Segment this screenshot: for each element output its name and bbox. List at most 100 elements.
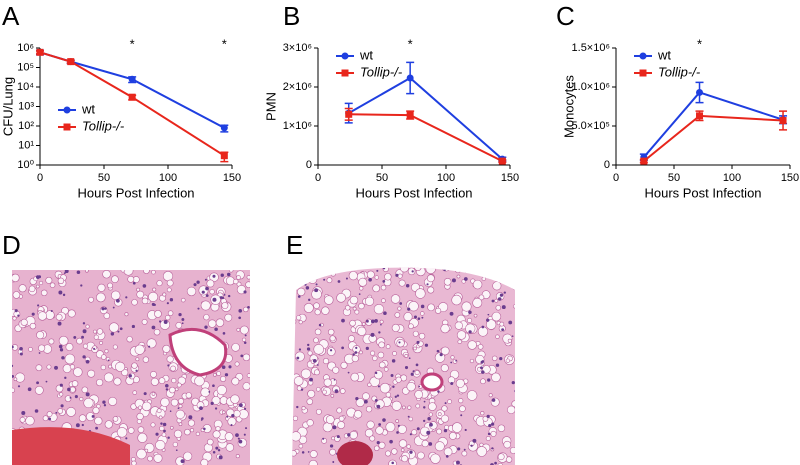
alveolus	[246, 275, 250, 280]
alveolus	[38, 344, 46, 352]
airway	[168, 327, 228, 377]
alveolus	[326, 347, 336, 356]
nucleus	[423, 400, 426, 403]
nucleus	[427, 417, 431, 421]
nucleus	[409, 433, 412, 436]
nucleus	[398, 341, 401, 344]
nucleus	[62, 293, 66, 297]
alveolus	[137, 432, 148, 443]
x-tick-label: 50	[98, 172, 110, 184]
nucleus	[238, 403, 243, 408]
alveolus	[194, 375, 205, 387]
alveolus	[456, 274, 461, 279]
nucleus	[61, 356, 65, 360]
alveolus	[377, 351, 385, 359]
nucleus	[200, 419, 203, 421]
alveolus	[152, 287, 157, 292]
alveolus	[12, 291, 21, 299]
nucleus	[104, 307, 107, 310]
panel-label: B	[283, 1, 300, 31]
alveolus	[340, 361, 348, 369]
alveolus	[166, 287, 172, 293]
nucleus	[499, 357, 503, 361]
nucleus	[300, 388, 304, 391]
alveolus	[325, 415, 335, 425]
alveolus	[345, 305, 351, 311]
alveolus	[301, 406, 306, 411]
alveolus	[137, 426, 145, 433]
nucleus	[45, 380, 48, 383]
alveolus	[372, 355, 378, 361]
alveolus	[440, 323, 450, 334]
alveolus	[239, 325, 249, 335]
x-tick-label: 50	[668, 172, 680, 184]
alveolus	[497, 453, 505, 461]
alveolus	[437, 412, 442, 417]
nucleus	[201, 290, 205, 294]
alveolus	[364, 296, 375, 306]
alveolus	[92, 406, 100, 414]
alveolus	[399, 267, 409, 273]
nucleus	[423, 419, 426, 423]
alveolus	[435, 307, 442, 314]
alveolus	[148, 291, 159, 302]
nucleus	[163, 429, 166, 433]
alveolus	[48, 338, 55, 345]
nucleus	[429, 422, 433, 427]
alveolus	[362, 392, 370, 401]
nucleus	[155, 432, 159, 436]
alveolus	[126, 336, 133, 343]
alveolus	[330, 271, 336, 277]
alveolus	[309, 450, 318, 459]
nucleus	[315, 283, 318, 286]
nucleus	[244, 334, 247, 337]
nucleus	[365, 319, 369, 323]
nucleus	[57, 321, 62, 326]
nucleus	[376, 404, 381, 409]
alveolus	[41, 289, 48, 297]
alveolus	[455, 378, 465, 388]
alveolus	[38, 280, 44, 286]
alveolus	[14, 372, 26, 383]
alveolus	[331, 436, 336, 441]
nucleus	[405, 283, 410, 288]
nucleus	[12, 364, 14, 367]
alveolus	[327, 328, 335, 336]
alveolus	[85, 412, 95, 422]
nucleus	[510, 283, 514, 286]
alveolus	[454, 321, 463, 330]
nucleus	[464, 428, 467, 432]
nucleus	[197, 307, 200, 310]
alveolus	[162, 271, 174, 282]
nucleus	[391, 461, 395, 465]
alveolus	[131, 299, 138, 306]
alveolus	[477, 343, 484, 350]
alveolus	[158, 377, 166, 384]
alveolus	[12, 344, 19, 351]
alveolus	[352, 306, 357, 311]
alveolus	[451, 294, 462, 306]
x-tick-label: 50	[376, 172, 388, 184]
alveolus	[396, 339, 405, 348]
nucleus	[36, 381, 40, 385]
y-tick-label: 0	[306, 159, 312, 171]
nucleus	[69, 396, 72, 399]
x-tick-label: 150	[781, 172, 799, 184]
alveolus	[408, 301, 419, 312]
data-point	[67, 58, 75, 66]
nucleus	[220, 273, 224, 277]
alveolus	[307, 267, 315, 274]
alveolus	[369, 435, 376, 442]
alveolus	[443, 447, 453, 457]
nucleus	[451, 278, 456, 283]
alveolus	[364, 428, 374, 438]
nucleus	[312, 358, 317, 363]
significance-marker: *	[130, 36, 135, 51]
nucleus	[204, 325, 208, 329]
alveolus	[400, 448, 405, 452]
alveolus	[300, 368, 312, 379]
alveolus	[456, 330, 467, 340]
nucleus	[449, 311, 454, 316]
alveolus	[166, 355, 174, 363]
nucleus	[382, 267, 386, 270]
